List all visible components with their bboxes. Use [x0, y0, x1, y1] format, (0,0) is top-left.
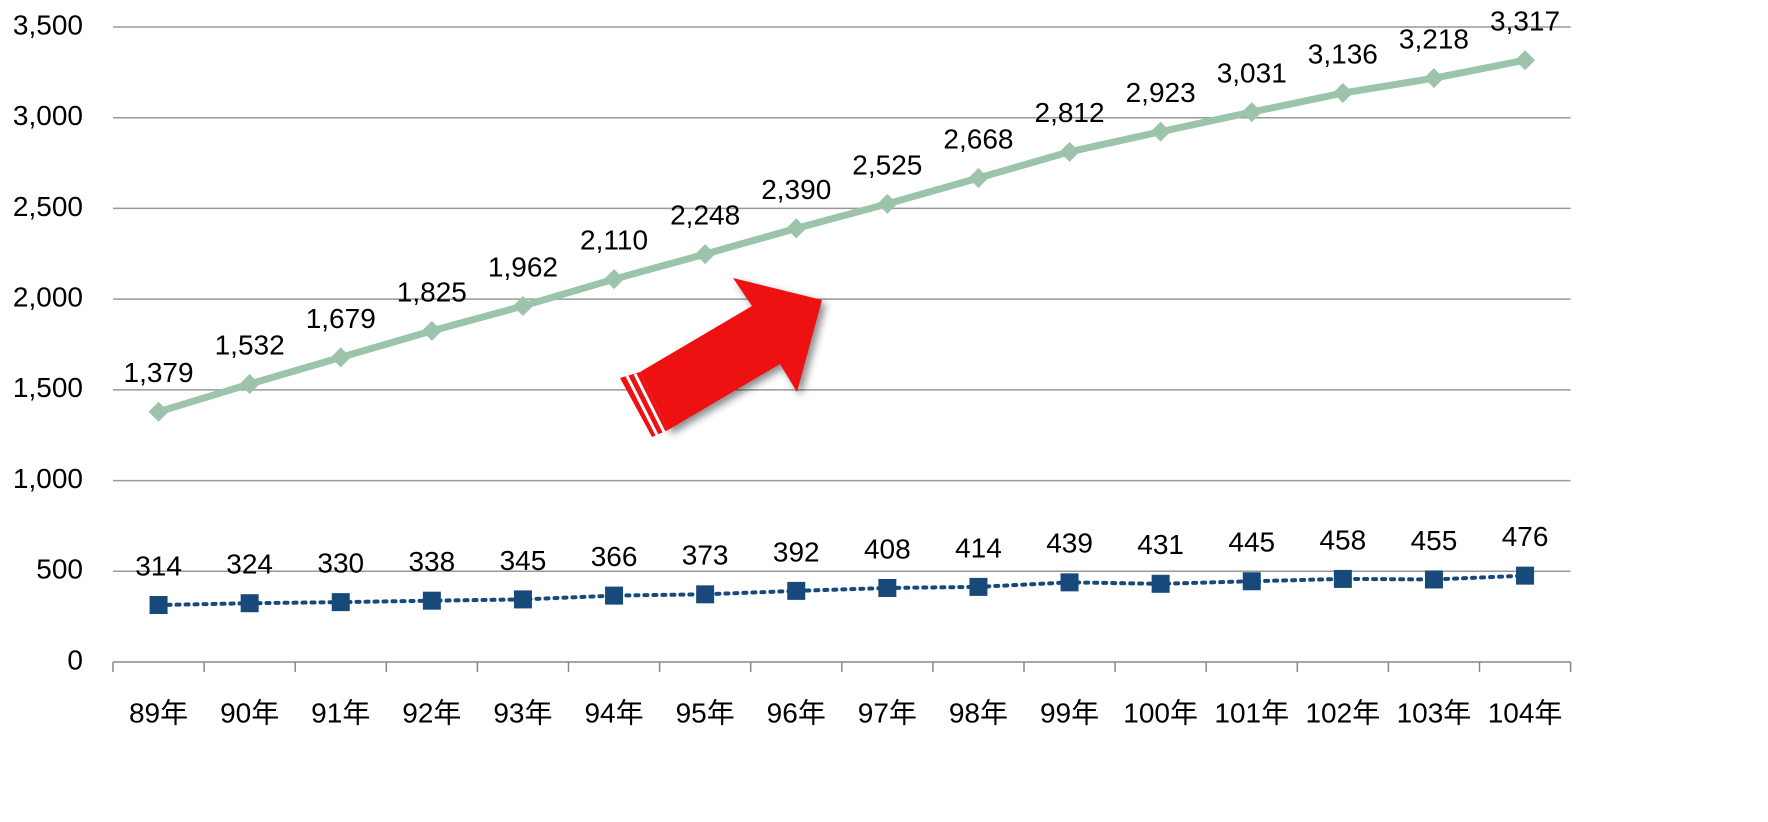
x-tick-label: 98年 — [949, 697, 1008, 728]
data-label: 2,525 — [852, 149, 922, 180]
x-tick-label: 89年 — [129, 697, 188, 728]
data-label: 1,379 — [124, 357, 194, 388]
marker — [1242, 572, 1261, 591]
y-tick-label: 3,000 — [13, 100, 83, 131]
data-label: 445 — [1228, 527, 1275, 558]
x-tick-label: 93年 — [493, 697, 552, 728]
arrow — [620, 278, 822, 437]
x-tick-label: 91年 — [311, 697, 370, 728]
marker — [421, 320, 442, 341]
data-label: 392 — [773, 536, 820, 567]
data-label: 2,812 — [1035, 97, 1105, 128]
data-label: 458 — [1319, 524, 1366, 555]
marker — [1150, 121, 1171, 142]
data-label: 324 — [226, 549, 273, 580]
marker — [695, 244, 716, 265]
y-tick-label: 3,500 — [13, 9, 83, 40]
marker — [969, 577, 988, 596]
marker — [968, 167, 989, 188]
marker — [148, 401, 169, 422]
data-label: 338 — [408, 546, 455, 577]
data-label: 373 — [682, 540, 729, 571]
x-tick-label: 90年 — [220, 697, 279, 728]
data-label: 2,390 — [761, 174, 831, 205]
data-label: 431 — [1137, 529, 1184, 560]
x-tick-label: 103年 — [1397, 697, 1472, 728]
series-line — [156, 573, 1528, 608]
data-label: 2,923 — [1126, 77, 1196, 108]
data-label: 439 — [1046, 528, 1093, 559]
data-label: 345 — [500, 545, 547, 576]
data-label: 1,679 — [306, 303, 376, 334]
x-tick-label: 104年 — [1488, 697, 1563, 728]
x-tick-label: 102年 — [1305, 697, 1380, 728]
marker — [1423, 68, 1444, 89]
marker — [1424, 570, 1443, 589]
y-tick-label: 0 — [67, 644, 83, 675]
marker — [513, 590, 532, 609]
data-label: 1,532 — [215, 329, 285, 360]
marker — [149, 596, 168, 615]
x-tick-label: 94年 — [584, 697, 643, 728]
marker — [1516, 566, 1535, 585]
marker — [1241, 102, 1262, 123]
data-label: 476 — [1502, 521, 1549, 552]
data-label: 2,668 — [943, 123, 1013, 154]
data-label: 455 — [1411, 525, 1458, 556]
x-tick-label: 96年 — [767, 697, 826, 728]
data-label: 366 — [591, 541, 638, 572]
data-label: 314 — [135, 550, 182, 581]
data-label: 2,110 — [580, 225, 648, 256]
marker — [1151, 574, 1170, 593]
grid — [113, 26, 1571, 573]
data-label: 3,136 — [1308, 38, 1378, 69]
y-tick-label: 500 — [36, 554, 83, 585]
marker — [330, 347, 351, 368]
data-label: 414 — [955, 532, 1002, 563]
marker — [787, 581, 806, 600]
marker — [422, 591, 441, 610]
marker — [1333, 569, 1352, 588]
marker — [877, 193, 898, 214]
x-tick-label: 100年 — [1123, 697, 1198, 728]
x-tick-label: 99年 — [1040, 697, 1099, 728]
x-tick-label: 101年 — [1214, 697, 1289, 728]
y-tick-label: 2,000 — [13, 282, 83, 313]
series-line — [157, 56, 1526, 416]
marker — [786, 218, 807, 239]
data-label: 1,962 — [488, 251, 558, 282]
y-tick-label: 1,500 — [13, 372, 83, 403]
marker — [1332, 83, 1353, 104]
marker — [878, 578, 897, 597]
data-label: 330 — [317, 548, 364, 579]
data-label: 3,317 — [1490, 6, 1560, 37]
y-tick-label: 1,000 — [13, 463, 83, 494]
marker — [696, 585, 715, 604]
marker — [512, 296, 533, 317]
marker — [605, 586, 624, 605]
marker — [331, 593, 350, 612]
marker — [1515, 50, 1536, 71]
y-tick-label: 2,500 — [13, 191, 83, 222]
x-tick-label: 92年 — [402, 697, 461, 728]
data-label: 408 — [864, 533, 911, 564]
marker — [239, 374, 260, 395]
marker — [240, 594, 259, 613]
x-tick-label: 97年 — [858, 697, 917, 728]
marker — [1060, 573, 1079, 592]
data-label: 3,218 — [1399, 24, 1469, 55]
data-label: 2,248 — [670, 200, 740, 231]
x-tick-label: 95年 — [676, 697, 735, 728]
marker — [1059, 141, 1080, 162]
data-label: 3,031 — [1217, 57, 1287, 88]
data-label: 1,825 — [397, 276, 467, 307]
marker — [604, 269, 625, 290]
